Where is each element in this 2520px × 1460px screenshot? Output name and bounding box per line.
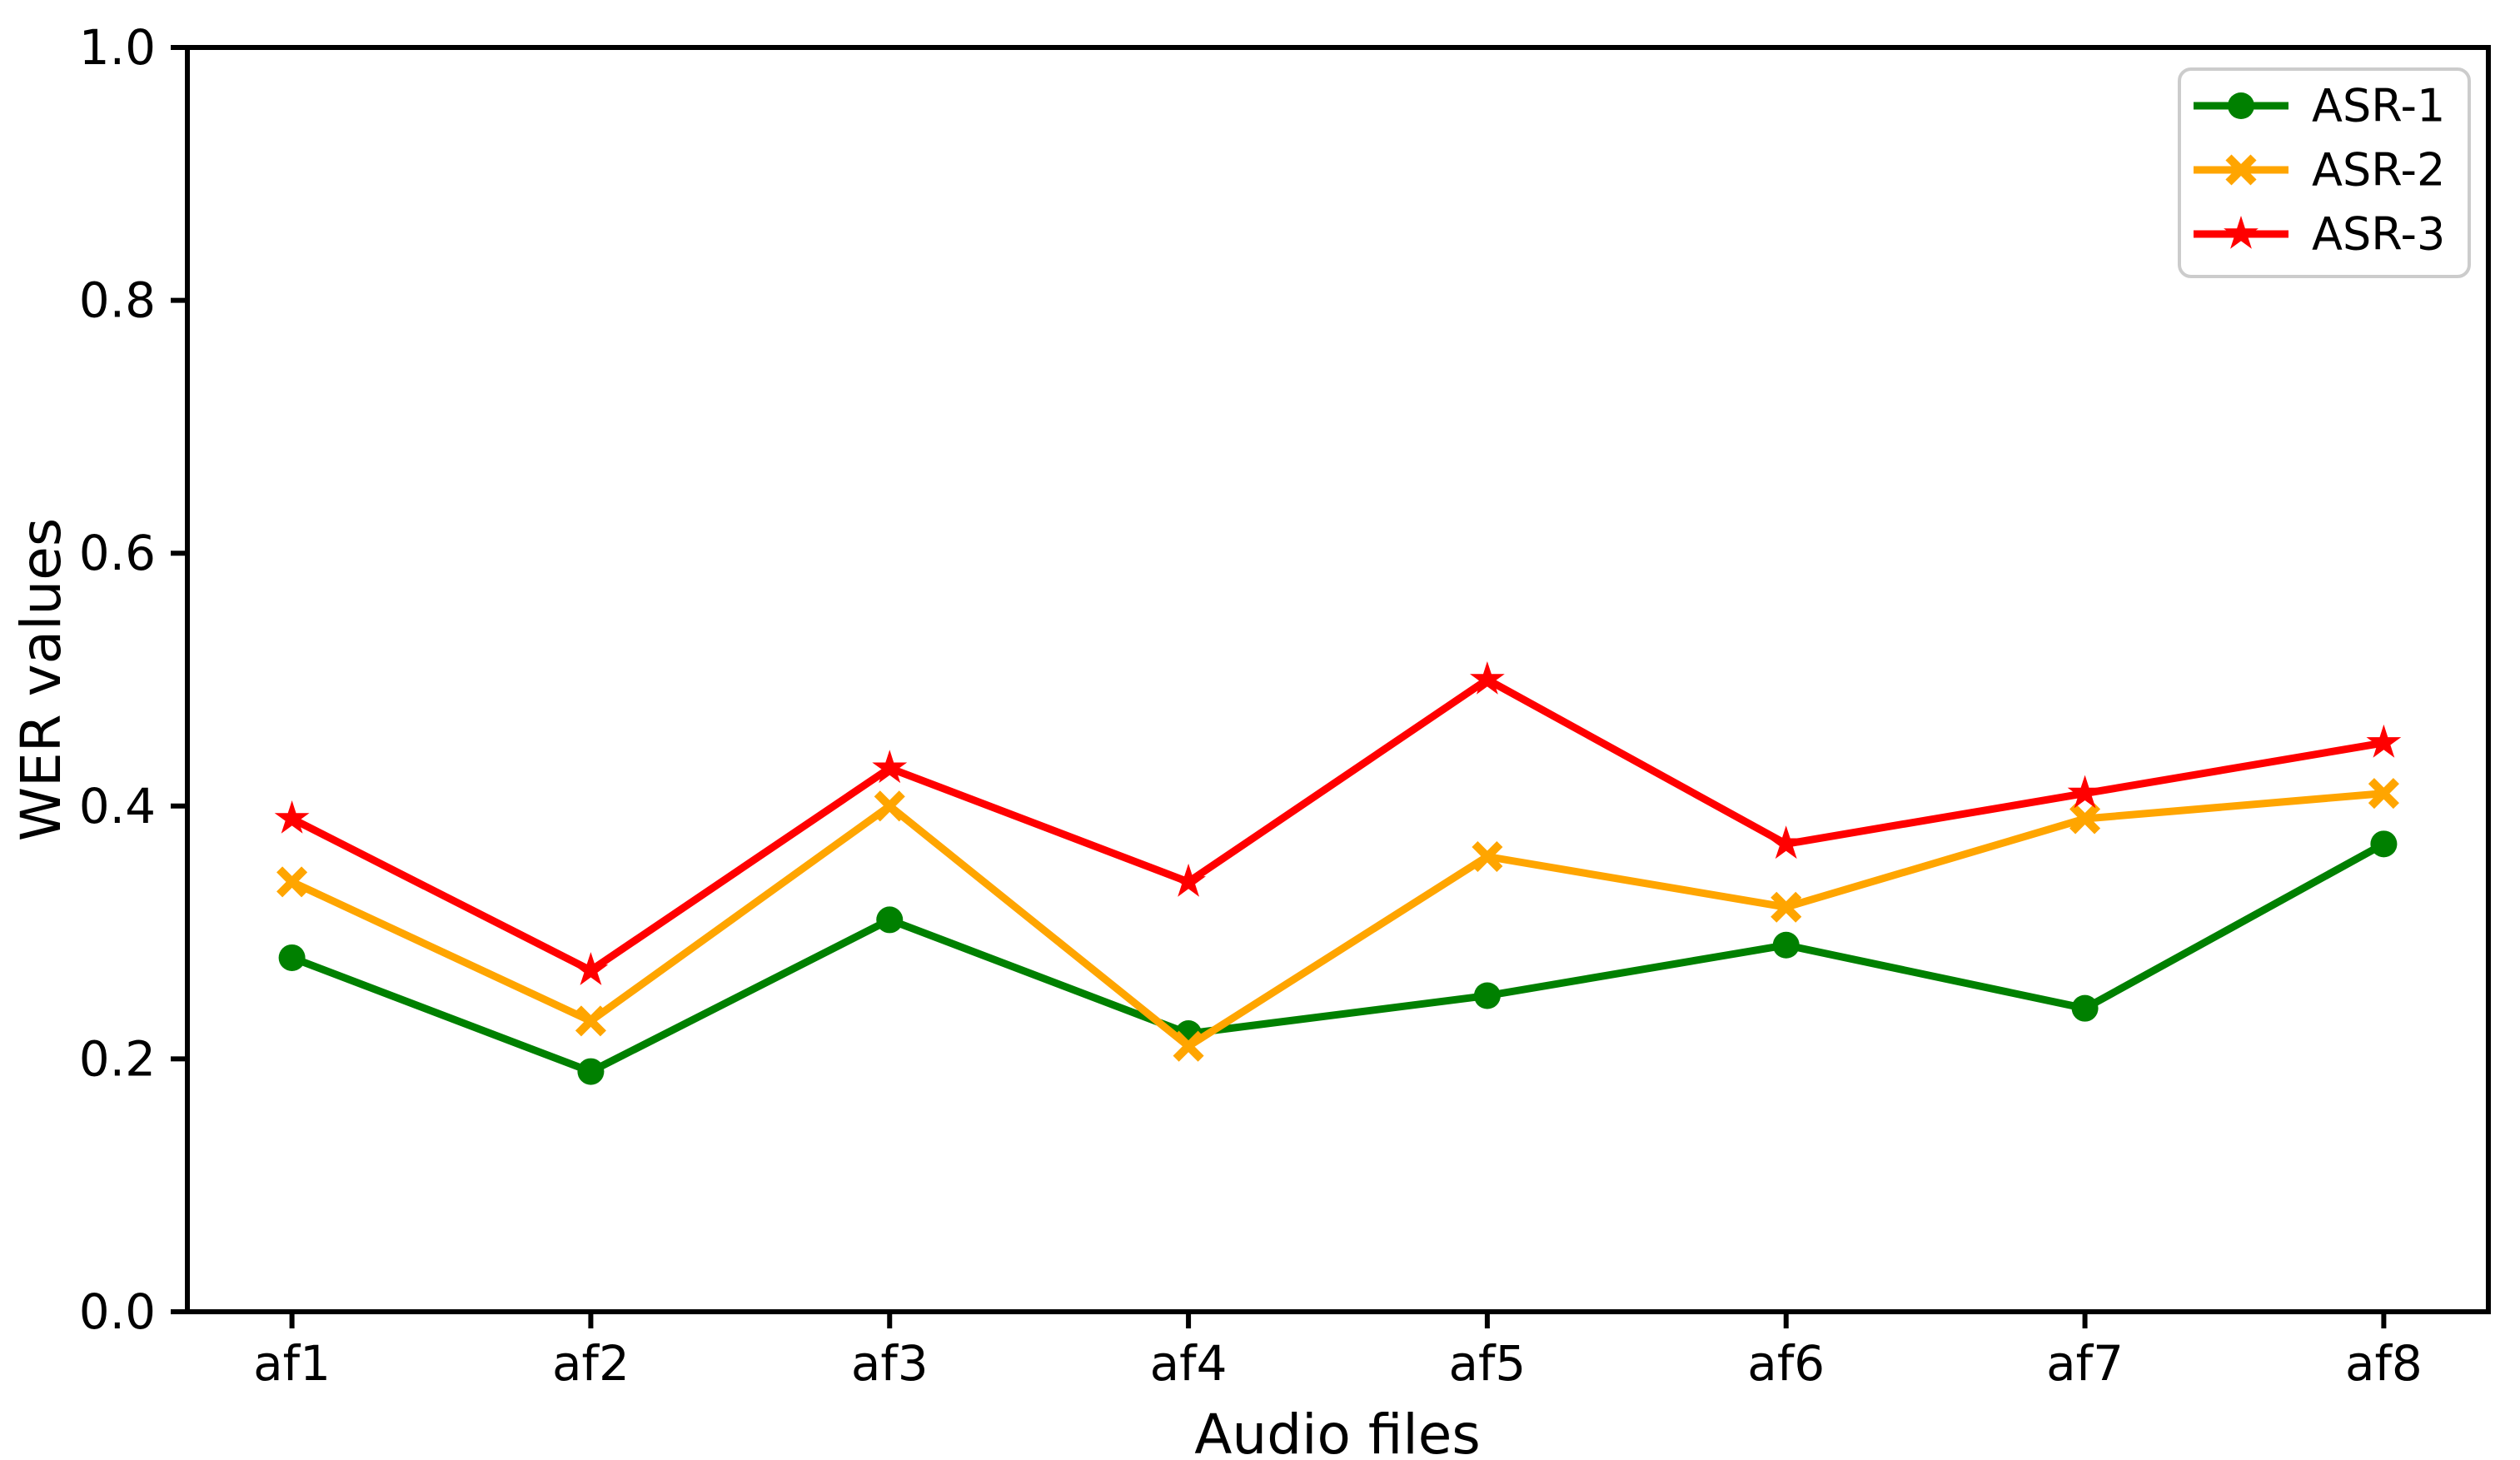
legend-label: ASR-3 [2312,208,2445,261]
x-tick-label: af3 [851,1335,929,1392]
series-line-ASR-1 [290,840,2386,1076]
star-marker [872,750,908,784]
legend-label: ASR-1 [2312,80,2445,132]
star-marker [274,800,310,834]
x-tick-label: af6 [1747,1335,1825,1392]
x-marker [575,1005,606,1037]
circle-marker [2370,830,2398,858]
star-marker [573,952,609,985]
x-tick-label: af8 [2345,1335,2423,1392]
plot-border [185,45,2491,1314]
x-marker [2368,778,2399,810]
circle-marker [2228,92,2254,119]
star-marker [1171,863,1206,897]
x-axis-title: Audio files [1194,1403,1480,1460]
x-marker [2069,803,2101,835]
circle-marker [577,1058,605,1085]
legend-box [2178,67,2471,278]
y-tick-label: 0.6 [79,525,156,581]
y-tick-label: 1.0 [79,19,156,76]
x-tick-label: af4 [1150,1335,1228,1392]
x-marker [1472,840,1503,873]
circle-marker [876,906,904,934]
series-line-ASR-3 [290,675,2385,974]
circle-marker [1473,982,1501,1009]
star-marker [2366,724,2402,758]
x-marker [276,866,308,898]
x-tick-label: af1 [253,1335,331,1392]
x-tick-label: af7 [2046,1335,2124,1392]
x-tick-label: af5 [1448,1335,1526,1392]
x-marker [874,790,905,822]
star-marker [2067,775,2103,809]
x-marker [2225,154,2257,186]
series-line-ASR-2 [290,790,2384,1050]
y-tick-label: 0.8 [79,272,156,329]
y-tick-label: 0.0 [79,1283,156,1340]
star-marker [2224,216,2259,249]
circle-marker [1772,931,1800,959]
x-tick-label: af2 [552,1335,630,1392]
y-axis-title: WER values [9,518,73,841]
circle-marker [278,944,306,971]
x-marker [1173,1030,1204,1062]
y-tick-label: 0.4 [79,778,156,835]
legend-label: ASR-2 [2312,144,2445,197]
y-tick-label: 0.2 [79,1030,156,1087]
x-marker [1770,891,1802,923]
star-marker [1768,825,1804,860]
star-marker [1470,661,1505,695]
circle-marker [2071,994,2099,1022]
